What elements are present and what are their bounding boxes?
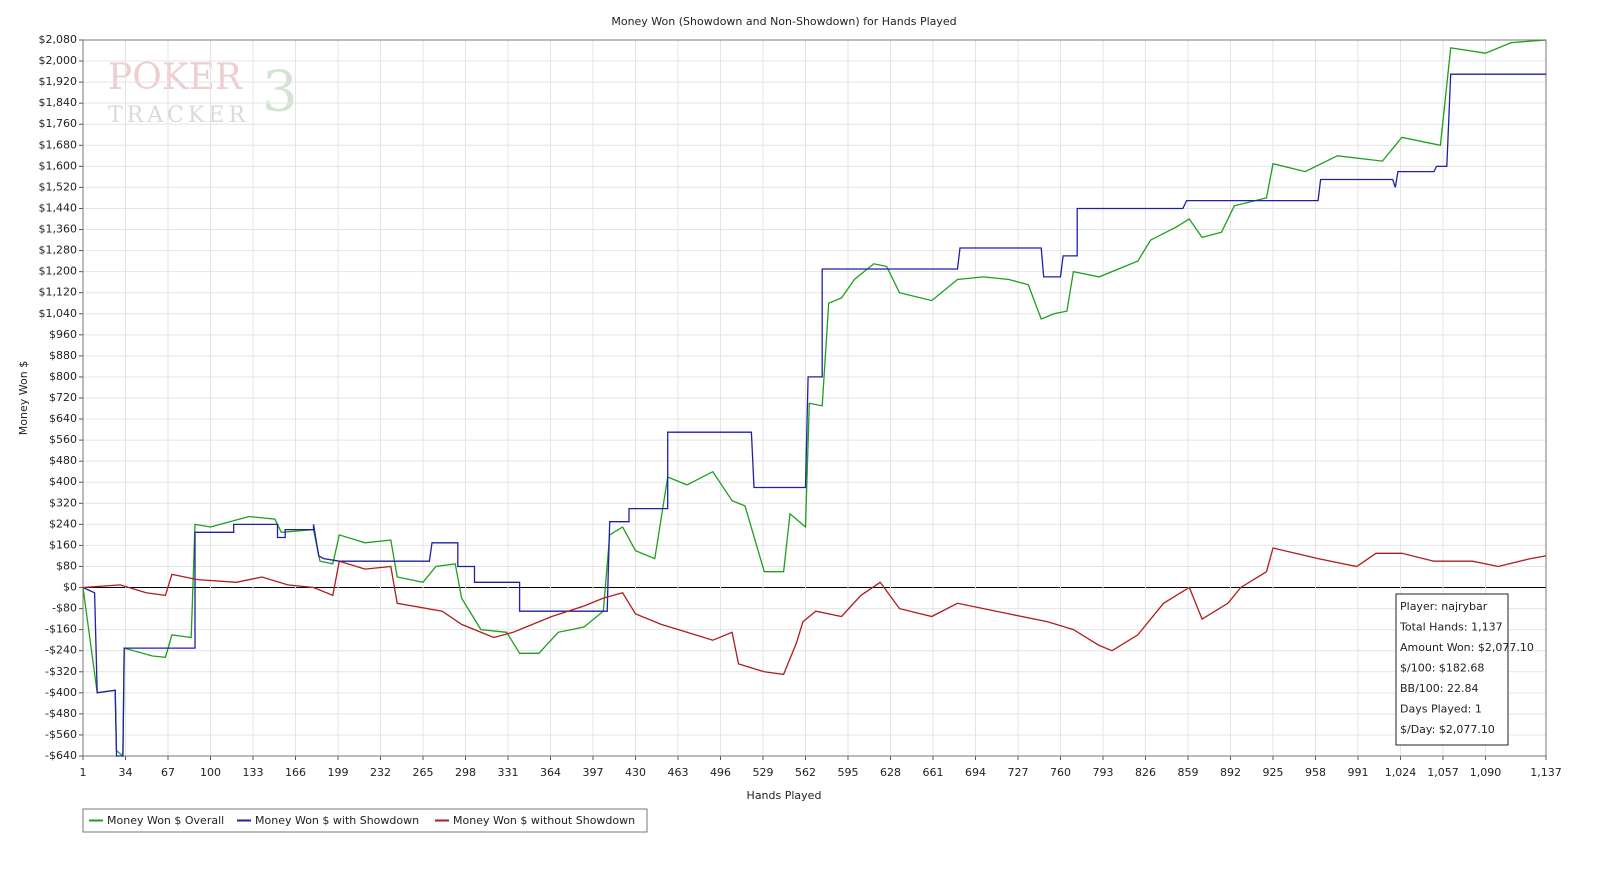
x-tick-label: 793 [1092, 766, 1113, 779]
x-tick-label: 826 [1135, 766, 1156, 779]
info-text: Player: najrybar [1400, 600, 1488, 613]
x-tick-label: 562 [795, 766, 816, 779]
y-tick-label: $400 [49, 475, 77, 488]
y-tick-label: $880 [49, 349, 77, 362]
legend-label: Money Won $ without Showdown [453, 814, 635, 827]
y-tick-label: $560 [49, 433, 77, 446]
y-tick-label: $2,080 [39, 33, 78, 46]
y-tick-label: $1,280 [39, 244, 78, 257]
y-tick-label: -$400 [45, 686, 77, 699]
y-tick-label: $960 [49, 328, 77, 341]
x-axis-label: Hands Played [747, 789, 822, 802]
legend-label: Money Won $ with Showdown [255, 814, 419, 827]
x-tick-label: 958 [1305, 766, 1326, 779]
y-tick-label: $2,000 [39, 54, 78, 67]
y-tick-label: $1,520 [39, 180, 78, 193]
y-tick-label: $800 [49, 370, 77, 383]
info-text: BB/100: 22.84 [1400, 682, 1479, 695]
plot-frame [82, 39, 1547, 757]
y-tick-label: $1,360 [39, 223, 78, 236]
x-tick-label: 397 [582, 766, 603, 779]
series-line [82, 39, 1547, 758]
legend-box [82, 808, 648, 833]
info-text: $/Day: $2,077.10 [1400, 723, 1495, 736]
x-tick-label: 1,090 [1470, 766, 1502, 779]
x-tick-label: 991 [1347, 766, 1368, 779]
y-tick-label: $480 [49, 454, 77, 467]
y-tick-label: $160 [49, 538, 77, 551]
x-tick-label: 925 [1262, 766, 1283, 779]
y-tick-label: $1,440 [39, 201, 78, 214]
y-tick-label: -$320 [45, 665, 77, 678]
x-tick-label: 166 [285, 766, 306, 779]
x-tick-label: 892 [1220, 766, 1241, 779]
info-box [1395, 593, 1509, 746]
x-tick-label: 100 [200, 766, 221, 779]
x-tick-label: 1,137 [1530, 766, 1562, 779]
y-tick-label: -$240 [45, 644, 77, 657]
x-tick-label: 694 [965, 766, 986, 779]
x-tick-label: 595 [837, 766, 858, 779]
x-tick-label: 430 [625, 766, 646, 779]
x-tick-label: 331 [497, 766, 518, 779]
series-line [82, 547, 1547, 676]
x-tick-label: 529 [752, 766, 773, 779]
x-tick-label: 760 [1050, 766, 1071, 779]
x-tick-label: 67 [161, 766, 175, 779]
y-tick-label: -$560 [45, 728, 77, 741]
x-tick-label: 133 [242, 766, 263, 779]
y-tick-label: $1,120 [39, 286, 78, 299]
x-tick-label: 364 [540, 766, 561, 779]
info-text: $/100: $182.68 [1400, 662, 1484, 675]
y-tick-label: $1,200 [39, 265, 78, 278]
y-tick-label: $720 [49, 391, 77, 404]
y-axis-label: Money Won $ [17, 361, 30, 435]
x-tick-label: 298 [455, 766, 476, 779]
x-tick-label: 265 [412, 766, 433, 779]
y-tick-label: $1,840 [39, 96, 78, 109]
y-tick-label: $640 [49, 412, 77, 425]
y-tick-label: $1,680 [39, 138, 78, 151]
y-tick-label: -$160 [45, 623, 77, 636]
info-text: Days Played: 1 [1400, 703, 1482, 716]
info-text: Amount Won: $2,077.10 [1400, 641, 1534, 654]
y-tick-label: -$80 [52, 602, 77, 615]
watermark-text: 3 [262, 60, 298, 125]
x-tick-label: 1 [80, 766, 87, 779]
chart-title: Money Won (Showdown and Non-Showdown) fo… [611, 15, 956, 28]
y-tick-label: $240 [49, 517, 77, 530]
x-tick-label: 727 [1007, 766, 1028, 779]
x-tick-label: 199 [327, 766, 348, 779]
x-tick-label: 1,024 [1385, 766, 1417, 779]
x-tick-label: 34 [118, 766, 132, 779]
info-text: Total Hands: 1,137 [1399, 621, 1503, 634]
y-tick-label: $1,920 [39, 75, 78, 88]
y-tick-label: $0 [63, 581, 77, 594]
x-tick-label: 859 [1177, 766, 1198, 779]
x-tick-label: 661 [922, 766, 943, 779]
y-tick-label: $1,040 [39, 307, 78, 320]
x-tick-label: 1,057 [1427, 766, 1459, 779]
x-tick-label: 496 [710, 766, 731, 779]
watermark-text: POKER [108, 57, 243, 98]
y-tick-label: $1,760 [39, 117, 78, 130]
y-tick-label: $320 [49, 496, 77, 509]
watermark: POKER TRACKER 3 [108, 57, 298, 128]
y-tick-label: $80 [56, 559, 77, 572]
y-tick-label: -$480 [45, 707, 77, 720]
x-tick-label: 628 [880, 766, 901, 779]
y-tick-label: $1,600 [39, 159, 78, 172]
y-tick-label: -$640 [45, 749, 77, 762]
series-line [82, 73, 1546, 757]
x-tick-label: 463 [667, 766, 688, 779]
x-tick-label: 232 [370, 766, 391, 779]
legend-label: Money Won $ Overall [107, 814, 224, 827]
